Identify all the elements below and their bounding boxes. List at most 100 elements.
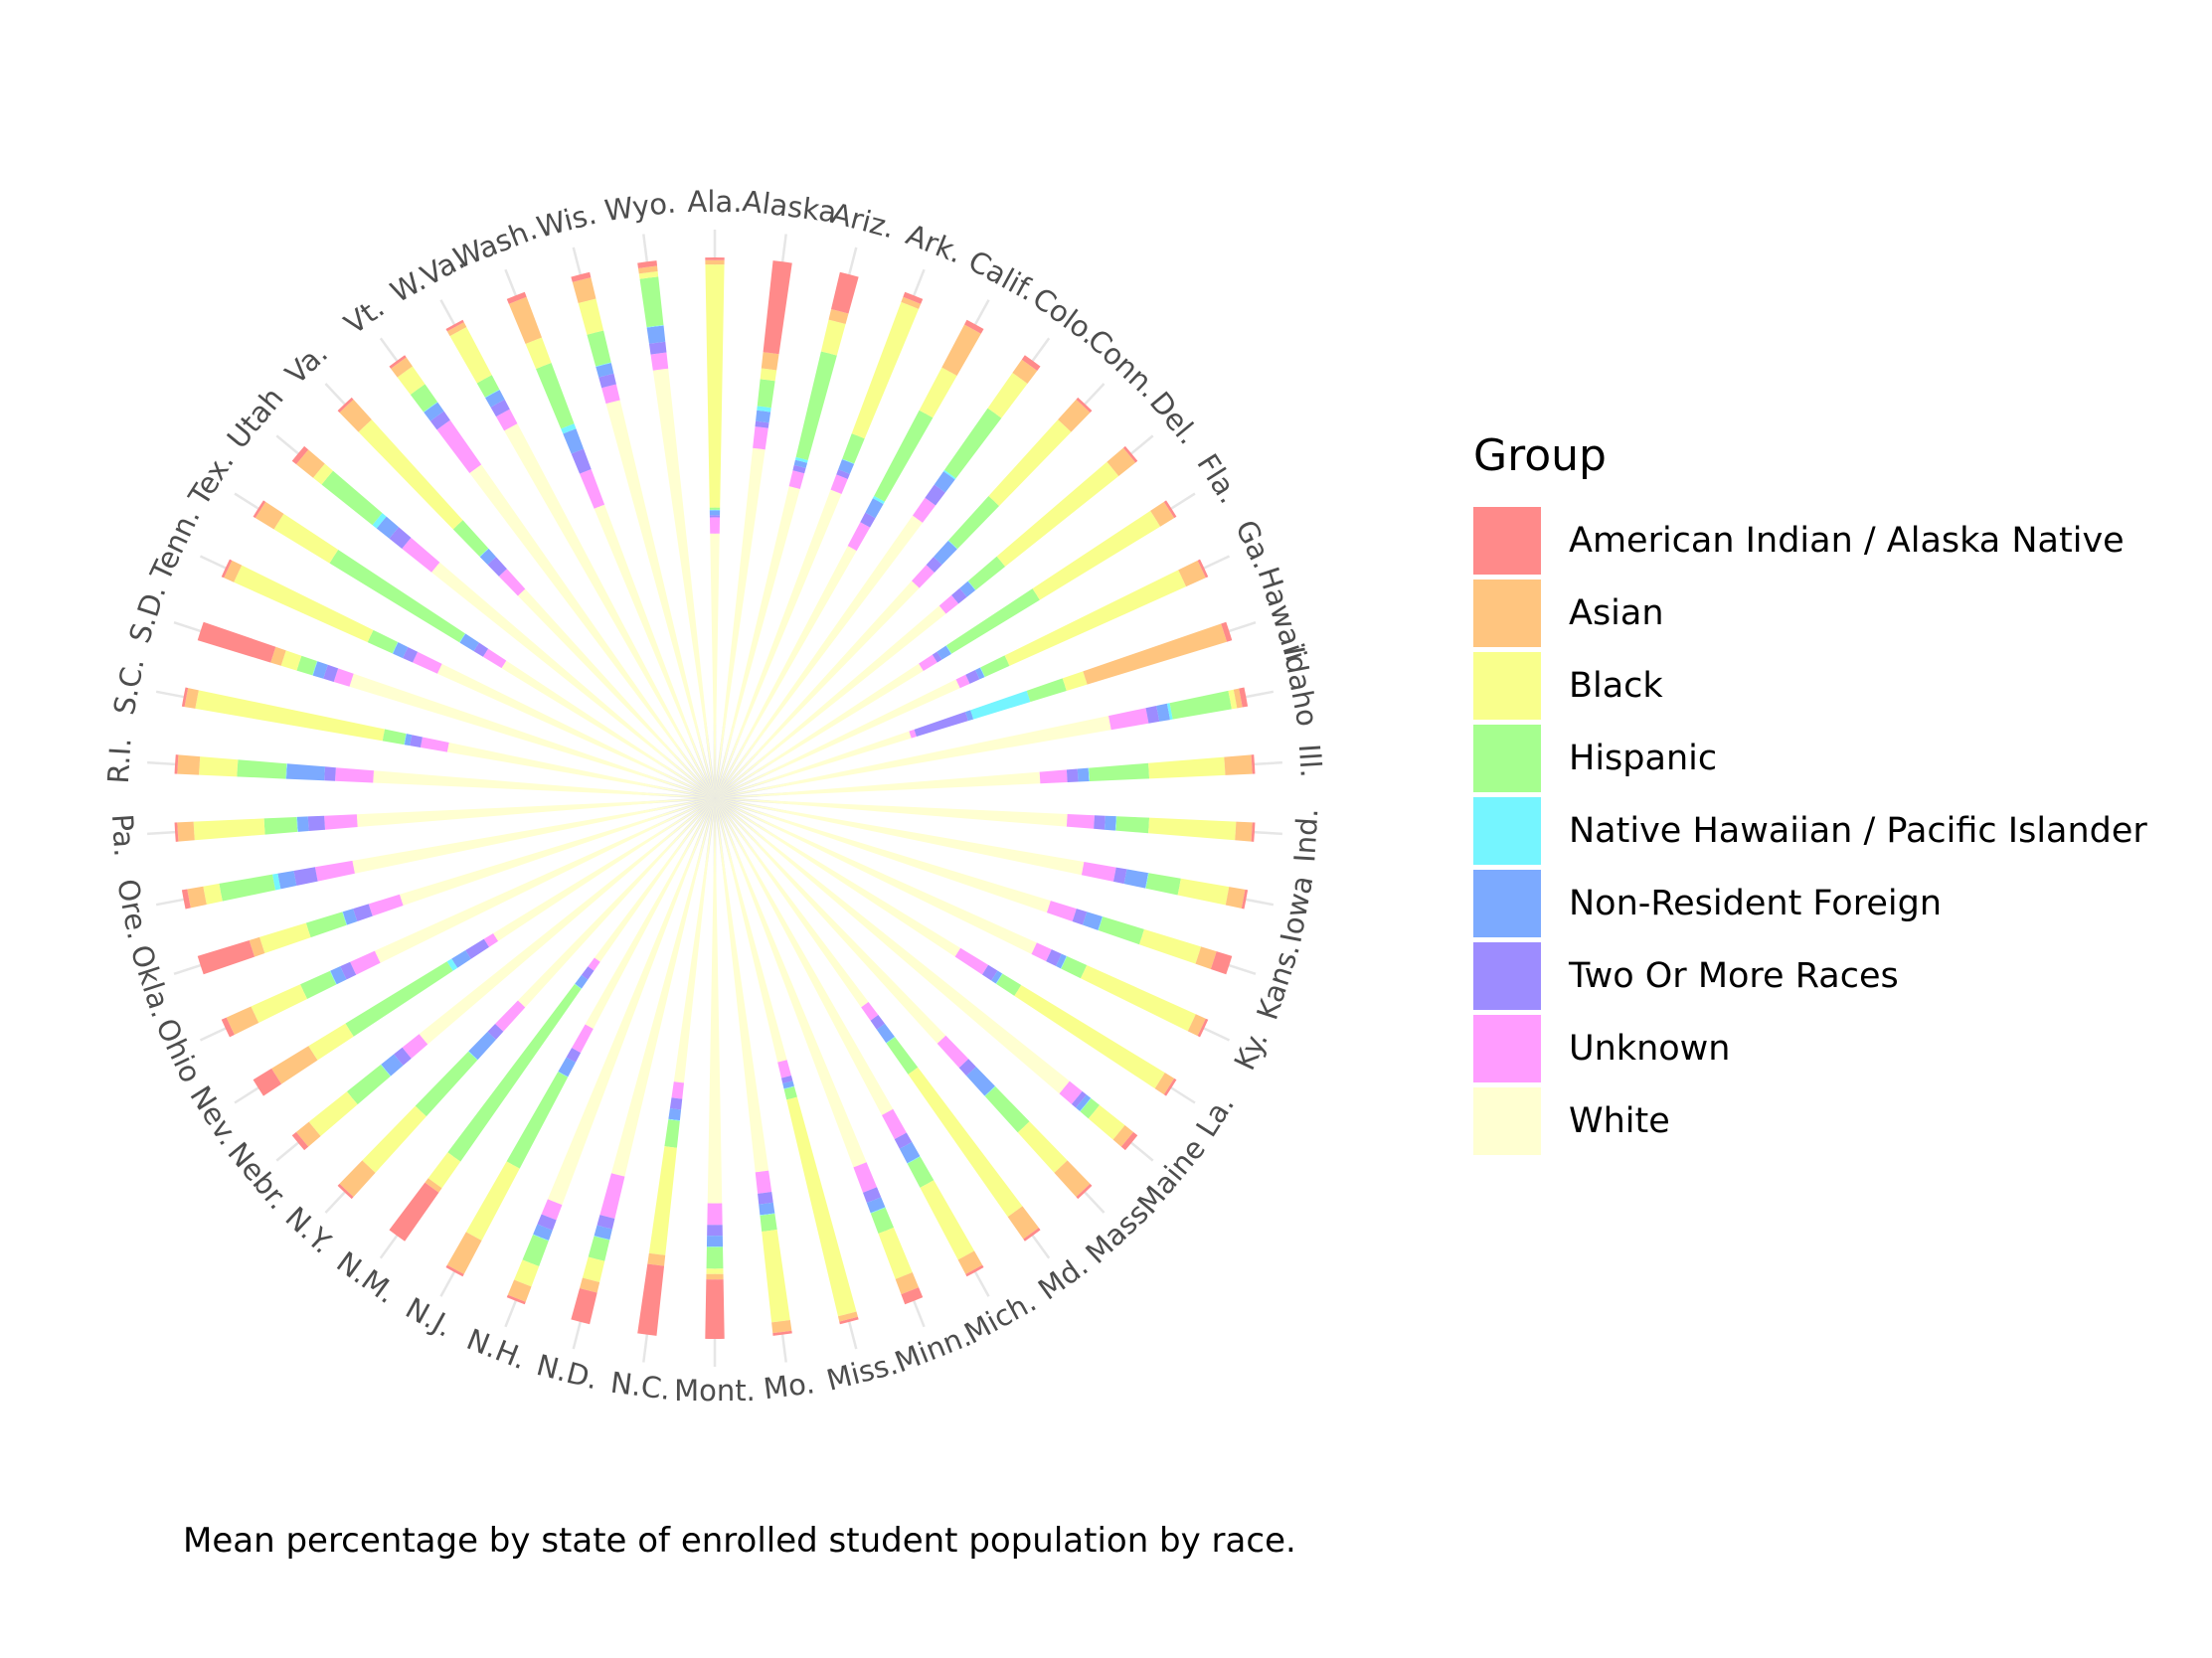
segment-Unknown (671, 1081, 684, 1099)
segment-Hispanic (1145, 873, 1181, 896)
segment-White (547, 798, 715, 1206)
segment-Two Or More Races (487, 1024, 504, 1040)
segment-Asian (706, 1273, 724, 1280)
legend-item: Hispanic (1473, 722, 2147, 794)
segment-Two Or More Races (951, 587, 967, 604)
segment-Two Or More Races (410, 735, 423, 747)
bar-Fla. (715, 500, 1177, 798)
bar-Okla. (197, 798, 715, 975)
segment-Hispanic (980, 655, 1010, 677)
segment-Two Or More Races (596, 1215, 615, 1230)
segment-American Indian / Alaska Native (1210, 951, 1233, 975)
segment-Asian (1154, 1073, 1175, 1095)
segment-Non-Resident Foreign (1077, 767, 1090, 782)
state-label: Mo. (762, 1366, 816, 1406)
segment-Unknown (709, 517, 721, 534)
state-label: Ariz. (828, 196, 899, 245)
segment-Native Hawaiian / Pacific Islander (423, 402, 438, 413)
legend-swatch (1473, 579, 1541, 647)
segment-American Indian / Alaska Native (1221, 621, 1233, 642)
segment-Asian (255, 501, 284, 530)
state-label: Wyo. (602, 185, 677, 228)
segment-Hispanic (410, 384, 438, 413)
segment-Asian (177, 754, 201, 775)
segment-Hispanic (757, 379, 775, 409)
segment-Hispanic (588, 1236, 610, 1261)
bar-Ind. (715, 798, 1256, 842)
segment-Hispanic (476, 375, 500, 398)
segment-Black (1138, 928, 1202, 964)
bar-Md. (715, 798, 1041, 1242)
segment-Two Or More Races (862, 1187, 882, 1204)
segment-Two Or More Races (925, 484, 945, 506)
bar-Maine (715, 798, 1138, 1151)
legend-swatch (1473, 506, 1541, 575)
segment-Unknown (909, 729, 917, 739)
segment-Native Hawaiian / Pacific Islander (907, 1156, 921, 1164)
segment-Hispanic (1089, 762, 1150, 782)
segment-American Indian / Alaska Native (389, 1182, 439, 1242)
segment-Unknown (402, 537, 440, 573)
segment-American Indian / Alaska Native (1251, 822, 1256, 842)
bar-Iowa (715, 798, 1249, 910)
segment-Asian (1235, 821, 1253, 842)
bar-Mo. (715, 798, 792, 1336)
segment-American Indian / Alaska Native (181, 687, 189, 708)
segment-Non-Resident Foreign (468, 1031, 496, 1061)
segment-Non-Resident Foreign (759, 1202, 775, 1216)
legend-label: Unknown (1569, 1028, 1731, 1069)
segment-Non-Resident Foreign (959, 580, 976, 597)
segment-Black (1004, 570, 1187, 666)
segment-White (715, 580, 920, 798)
state-label: Miss. (823, 1347, 902, 1398)
legend-swatch (1473, 941, 1541, 1010)
segment-White (715, 798, 867, 1168)
segment-Asian (249, 936, 265, 957)
segment-Non-Resident Foreign (936, 645, 951, 660)
segment-Black (1228, 689, 1238, 710)
segment-Native Hawaiian / Pacific Islander (945, 645, 952, 654)
segment-Unknown (324, 814, 358, 830)
legend-item: Non-Resident Foreign (1473, 867, 2147, 939)
segment-White (715, 447, 766, 798)
segment-Unknown (588, 957, 600, 971)
state-label: Del. (1143, 386, 1206, 451)
bar-La. (715, 798, 1177, 1096)
segment-Two Or More Races (965, 669, 980, 684)
segment-Native Hawaiian / Pacific Islander (668, 1118, 680, 1121)
segment-Unknown (1031, 942, 1052, 962)
legend-label: White (1569, 1100, 1670, 1141)
segment-Native Hawaiian / Pacific Islander (979, 667, 985, 678)
segment-American Indian / Alaska Native (571, 271, 592, 282)
segment-Asian (1233, 688, 1243, 709)
state-label: N.H. (462, 1322, 532, 1376)
state-label: N.C. (608, 1366, 672, 1407)
segment-Native Hawaiian / Pacific Islander (1098, 916, 1104, 931)
segment-Black (987, 373, 1028, 418)
segment-Asian (446, 322, 467, 337)
segment-Black (449, 326, 492, 384)
segment-Hispanic (346, 1065, 391, 1105)
segment-Native Hawaiian / Pacific Islander (594, 1236, 610, 1241)
legend-swatch (1473, 651, 1541, 720)
segment-Non-Resident Foreign (558, 1057, 576, 1078)
segment-White (594, 798, 715, 962)
bar-Mich. (715, 798, 984, 1277)
segment-Black (996, 461, 1119, 567)
segment-Non-Resident Foreign (1076, 1094, 1092, 1111)
segment-Black (578, 298, 604, 335)
segment-Asian (761, 352, 779, 371)
segment-Non-Resident Foreign (838, 459, 855, 474)
segment-White (715, 731, 912, 798)
segment-Black (280, 650, 302, 671)
segment-Non-Resident Foreign (459, 633, 479, 652)
state-label: Okla. (123, 940, 178, 1022)
segment-Black (1017, 1121, 1068, 1173)
segment-Asian (705, 259, 725, 265)
segment-Black (760, 368, 777, 382)
bar-N.H. (506, 798, 715, 1305)
segment-Asian (224, 560, 243, 582)
state-label: Conn. (1081, 322, 1164, 404)
state-label: La. (1189, 1088, 1241, 1143)
